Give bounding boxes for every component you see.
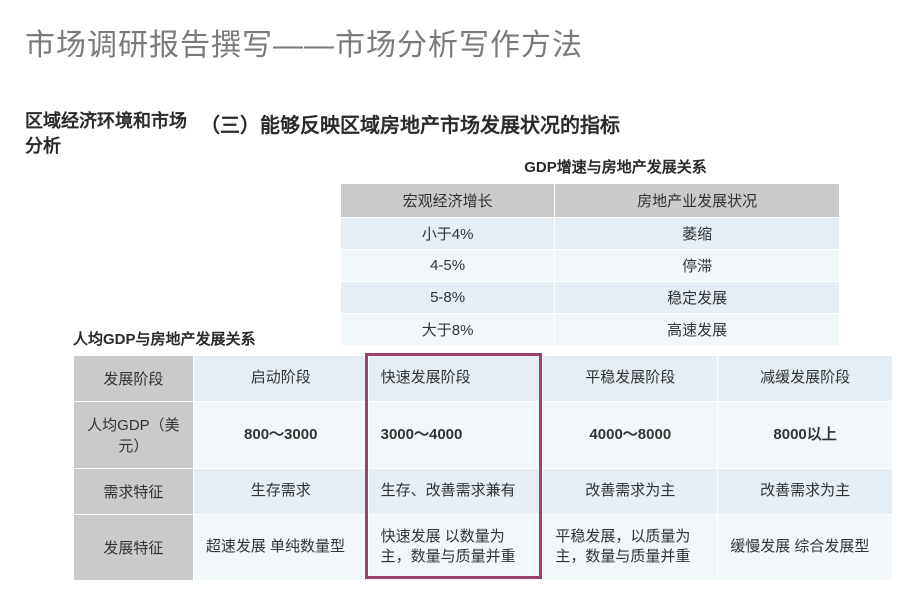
table-cell: 大于8%: [341, 314, 555, 346]
table-cell: 萎缩: [555, 218, 840, 250]
table-cell: 减缓发展阶段: [718, 356, 893, 402]
table-row: 需求特征 生存需求 生存、改善需求兼有 改善需求为主 改善需求为主: [74, 469, 893, 515]
table-cell: 4000～8000: [543, 402, 718, 469]
table-cell: 启动阶段: [193, 356, 368, 402]
table-cell: 改善需求为主: [543, 469, 718, 515]
table-header-cell: 房地产业发展状况: [555, 184, 840, 218]
table-cell: 高速发展: [555, 314, 840, 346]
right-content: （三）能够反映区域房地产市场发展状况的指标 GDP增速与房地产发展关系 宏观经济…: [200, 109, 891, 356]
table-cell: 8000以上: [718, 402, 893, 469]
table-row: 发展阶段 启动阶段 快速发展阶段 平稳发展阶段 减缓发展阶段: [74, 356, 893, 402]
gdp-growth-table-wrap: GDP增速与房地产发展关系 宏观经济增长 房地产业发展状况 小于4%萎缩 4-5…: [340, 156, 891, 346]
table-row: 4-5%停滞: [341, 250, 840, 282]
content-row: 区域经济环境和市场分析 （三）能够反映区域房地产市场发展状况的指标 GDP增速与…: [25, 109, 891, 356]
table-cell: 生存、改善需求兼有: [368, 469, 543, 515]
table-cell: 快速发展阶段: [368, 356, 543, 402]
left-section-label: 区域经济环境和市场分析: [25, 109, 200, 159]
table-row: 小于4%萎缩: [341, 218, 840, 250]
table-cell: 超速发展 单纯数量型: [193, 515, 368, 581]
section-heading: （三）能够反映区域房地产市场发展状况的指标: [200, 109, 891, 138]
row-header-cell: 发展阶段: [74, 356, 194, 402]
gdp-capita-table-wrap: 人均GDP与房地产发展关系 发展阶段 启动阶段 快速发展阶段 平稳发展阶段 减缓…: [73, 328, 891, 581]
table-cell: 生存需求: [193, 469, 368, 515]
table-cell: 800～3000: [193, 402, 368, 469]
table-cell: 缓慢发展 综合发展型: [718, 515, 893, 581]
table-header-cell: 宏观经济增长: [341, 184, 555, 218]
row-header-cell: 发展特征: [74, 515, 194, 581]
page-title: 市场调研报告撰写——市场分析写作方法: [25, 20, 891, 64]
table-cell: 5-8%: [341, 282, 555, 314]
table-header-row: 宏观经济增长 房地产业发展状况: [341, 184, 840, 218]
table-row: 大于8%高速发展: [341, 314, 840, 346]
gdp-growth-table: 宏观经济增长 房地产业发展状况 小于4%萎缩 4-5%停滞 5-8%稳定发展 大…: [340, 183, 840, 346]
table-cell: 快速发展 以数量为主，数量与质量并重: [368, 515, 543, 581]
table-cell: 平稳发展，以质量为主，数量与质量并重: [543, 515, 718, 581]
table-cell: 停滞: [555, 250, 840, 282]
gdp-capita-table: 发展阶段 启动阶段 快速发展阶段 平稳发展阶段 减缓发展阶段 人均GDP（美元）…: [73, 355, 893, 581]
table-row: 5-8%稳定发展: [341, 282, 840, 314]
table-cell: 改善需求为主: [718, 469, 893, 515]
table-cell: 3000～4000: [368, 402, 543, 469]
table-cell: 稳定发展: [555, 282, 840, 314]
row-header-cell: 人均GDP（美元）: [74, 402, 194, 469]
table-row: 人均GDP（美元） 800～3000 3000～4000 4000～8000 8…: [74, 402, 893, 469]
table-cell: 平稳发展阶段: [543, 356, 718, 402]
table-cell: 4-5%: [341, 250, 555, 282]
gdp-growth-table-title: GDP增速与房地产发展关系: [340, 156, 891, 177]
table-cell: 小于4%: [341, 218, 555, 250]
table-row: 发展特征 超速发展 单纯数量型 快速发展 以数量为主，数量与质量并重 平稳发展，…: [74, 515, 893, 581]
row-header-cell: 需求特征: [74, 469, 194, 515]
